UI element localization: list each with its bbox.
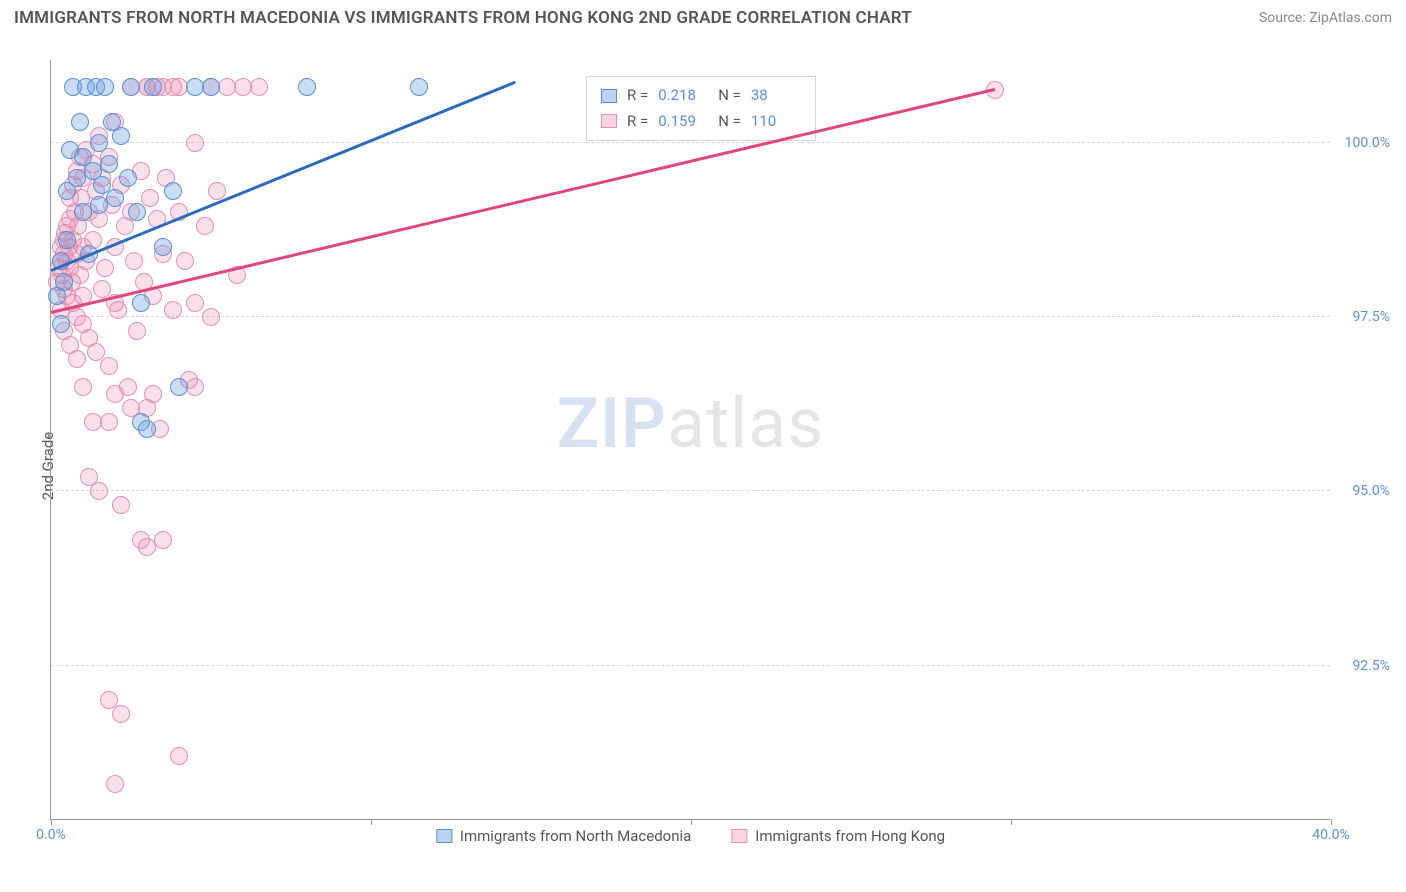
scatter-point <box>132 294 150 312</box>
scatter-point <box>128 322 146 340</box>
scatter-point <box>202 78 220 96</box>
y-tick-label: 92.5% <box>1352 658 1390 674</box>
y-tick-label: 97.5% <box>1352 309 1390 325</box>
scatter-point <box>186 134 204 152</box>
watermark: ZIPatlas <box>557 383 825 465</box>
gridline <box>51 316 1330 317</box>
legend-label-blue: Immigrants from North Macedonia <box>460 827 691 845</box>
scatter-point <box>144 78 162 96</box>
legend-label-pink: Immigrants from Hong Kong <box>755 827 945 845</box>
legend-item-blue: Immigrants from North Macedonia <box>436 827 691 845</box>
x-tick-mark <box>691 819 692 825</box>
scatter-point <box>141 189 159 207</box>
r-label: R = <box>627 83 648 109</box>
source-attribution: Source: ZipAtlas.com <box>1259 10 1392 26</box>
scatter-point <box>298 78 316 96</box>
scatter-point <box>164 301 182 319</box>
stats-row-blue: R = 0.218 N = 38 <box>601 83 801 109</box>
scatter-point <box>74 378 92 396</box>
trend-line <box>51 88 996 314</box>
watermark-atlas: atlas <box>667 383 824 465</box>
scatter-point <box>100 357 118 375</box>
scatter-point <box>112 496 130 514</box>
scatter-point <box>100 413 118 431</box>
scatter-point <box>106 775 124 793</box>
gridline <box>51 142 1330 143</box>
r-value-blue: 0.218 <box>658 83 708 109</box>
scatter-point <box>106 189 124 207</box>
scatter-point <box>58 231 76 249</box>
scatter-point <box>250 78 268 96</box>
x-tick-mark <box>371 819 372 825</box>
r-value-pink: 0.159 <box>658 109 708 135</box>
scatter-point <box>202 308 220 326</box>
scatter-point <box>176 252 194 270</box>
scatter-point <box>170 747 188 765</box>
scatter-point <box>96 259 114 277</box>
scatter-point <box>186 294 204 312</box>
scatter-point <box>52 315 70 333</box>
source-link[interactable]: ZipAtlas.com <box>1309 10 1392 26</box>
scatter-point <box>164 182 182 200</box>
n-value-pink: 110 <box>751 109 801 135</box>
y-tick-label: 95.0% <box>1352 483 1390 499</box>
scatter-point <box>96 78 114 96</box>
series-legend: Immigrants from North Macedonia Immigran… <box>436 827 945 845</box>
n-value-blue: 38 <box>751 83 801 109</box>
scatter-point <box>122 78 140 96</box>
x-tick-label: 0.0% <box>36 827 66 843</box>
scatter-point <box>90 482 108 500</box>
scatter-point <box>61 336 79 354</box>
scatter-point <box>100 155 118 173</box>
stats-row-pink: R = 0.159 N = 110 <box>601 109 801 135</box>
scatter-point <box>112 705 130 723</box>
plot-area: ZIPatlas R = 0.218 N = 38 R = 0.159 N = … <box>50 60 1330 820</box>
legend-item-pink: Immigrants from Hong Kong <box>731 827 945 845</box>
stats-legend: R = 0.218 N = 38 R = 0.159 N = 110 <box>586 76 816 141</box>
scatter-point <box>154 238 172 256</box>
swatch-blue-icon <box>436 829 452 843</box>
x-tick-label: 40.0% <box>1312 827 1350 843</box>
swatch-blue-icon <box>601 89 617 103</box>
n-label: N = <box>718 109 741 135</box>
x-tick-mark <box>51 819 52 825</box>
scatter-point <box>119 169 137 187</box>
x-tick-mark <box>1011 819 1012 825</box>
scatter-point <box>154 531 172 549</box>
swatch-pink-icon <box>731 829 747 843</box>
chart-container: 2nd Grade ZIPatlas R = 0.218 N = 38 R = … <box>0 40 1406 892</box>
watermark-zip: ZIP <box>557 383 667 465</box>
scatter-point <box>186 378 204 396</box>
scatter-point <box>90 134 108 152</box>
scatter-point <box>48 287 66 305</box>
swatch-pink-icon <box>601 114 617 128</box>
scatter-point <box>144 385 162 403</box>
scatter-point <box>170 378 188 396</box>
scatter-point <box>128 203 146 221</box>
scatter-point <box>196 217 214 235</box>
source-label: Source: <box>1259 10 1306 26</box>
scatter-point <box>138 420 156 438</box>
n-label: N = <box>718 83 741 109</box>
scatter-point <box>125 252 143 270</box>
r-label: R = <box>627 109 648 135</box>
y-tick-label: 100.0% <box>1345 135 1390 151</box>
gridline <box>51 665 1330 666</box>
scatter-point <box>106 385 124 403</box>
gridline <box>51 490 1330 491</box>
scatter-point <box>164 78 182 96</box>
chart-title: IMMIGRANTS FROM NORTH MACEDONIA VS IMMIG… <box>14 8 912 28</box>
scatter-point <box>410 78 428 96</box>
scatter-point <box>71 113 89 131</box>
scatter-point <box>112 127 130 145</box>
x-tick-mark <box>1331 819 1332 825</box>
